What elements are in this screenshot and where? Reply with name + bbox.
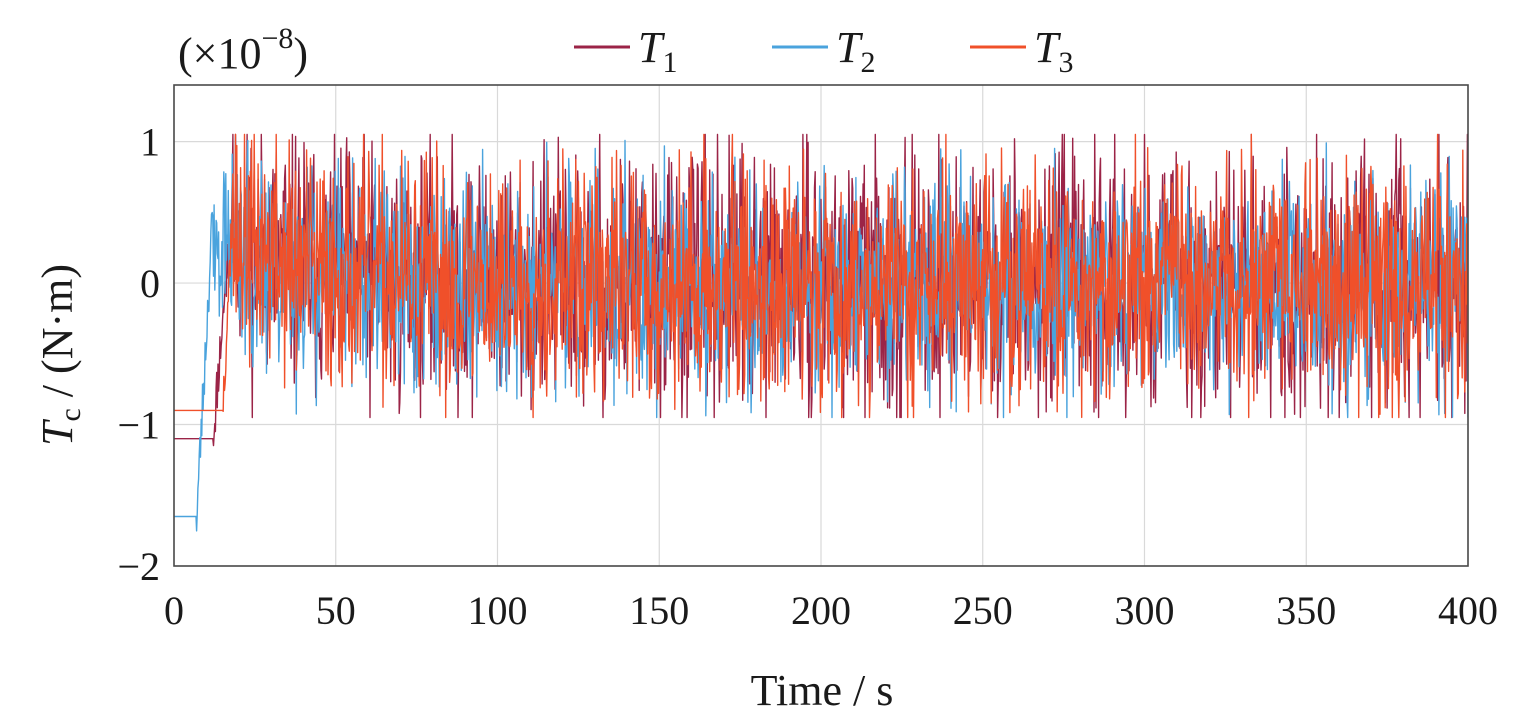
y-tick-label: 1 — [140, 120, 160, 165]
y-tick-label: 0 — [140, 261, 160, 306]
x-tick-label: 150 — [629, 588, 689, 633]
x-tick-label: 250 — [953, 588, 1013, 633]
legend-entry: T1 — [574, 23, 677, 79]
legend: T1 T2 T3 — [574, 23, 1073, 79]
x-tick-label: 300 — [1115, 588, 1175, 633]
legend-entry: T2 — [772, 23, 875, 79]
series-line-T3 — [174, 133, 1468, 419]
x-tick-label: 350 — [1276, 588, 1336, 633]
x-axis-ticks: 0 50 100 150 200 250 300 350 400 — [164, 588, 1498, 633]
y-axis-ticks: −2 −1 0 1 — [117, 120, 160, 589]
legend-label: T3 — [1034, 23, 1073, 79]
x-axis-label: Time / s — [751, 666, 894, 715]
legend-label: T1 — [638, 23, 677, 79]
series-layer — [174, 133, 1468, 532]
x-tick-label: 0 — [164, 588, 184, 633]
plot-frame — [173, 84, 1469, 567]
x-tick-label: 400 — [1438, 588, 1498, 633]
x-tick-label: 200 — [791, 588, 851, 633]
y-axis-label: Tc / (N·m) — [33, 264, 87, 446]
multiplier-label: (×10−8) — [178, 22, 308, 78]
legend-entry: T3 — [970, 23, 1073, 79]
y-tick-label: −1 — [117, 403, 160, 448]
x-tick-label: 100 — [468, 588, 528, 633]
x-tick-label: 50 — [316, 588, 356, 633]
legend-label: T2 — [836, 23, 875, 79]
y-tick-label: −2 — [117, 544, 160, 589]
